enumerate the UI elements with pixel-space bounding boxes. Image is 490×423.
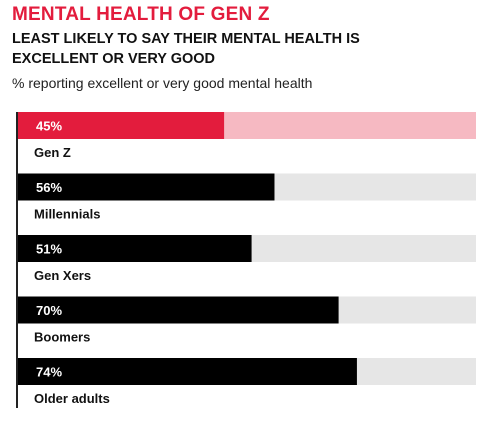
bar-gen-z — [18, 112, 225, 139]
bar-value-label-gen-xers: 51% — [36, 242, 62, 257]
chart-note: % reporting excellent or very good menta… — [12, 75, 313, 91]
category-label-boomers: Boomers — [34, 330, 90, 345]
bar-older-adults — [18, 358, 357, 385]
bar-value-label-gen-z: 45% — [36, 119, 62, 134]
category-label-gen-xers: Gen Xers — [34, 268, 91, 283]
category-label-gen-z: Gen Z — [34, 145, 71, 160]
category-label-older-adults: Older adults — [34, 391, 110, 406]
bar-boomers — [18, 296, 339, 324]
bar-value-label-boomers: 70% — [36, 303, 62, 318]
bar-value-label-older-adults: 74% — [36, 365, 62, 380]
bar-millennials — [18, 173, 275, 201]
bar-value-label-millennials: 56% — [36, 180, 62, 195]
axis-line — [16, 112, 18, 408]
bar-gen-xers — [18, 235, 252, 262]
chart-subtitle: LEAST LIKELY TO SAY THEIR MENTAL HEALTH … — [12, 31, 360, 67]
category-label-millennials: Millennials — [34, 207, 100, 222]
chart-title: MENTAL HEALTH OF GEN Z — [12, 4, 270, 25]
